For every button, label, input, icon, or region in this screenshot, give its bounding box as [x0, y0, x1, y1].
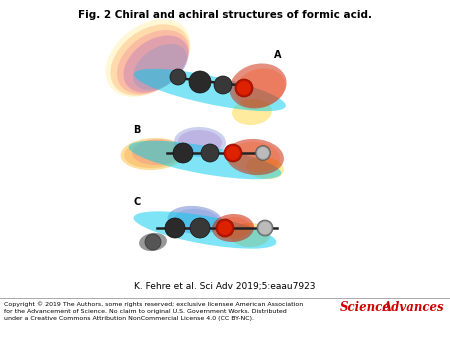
Ellipse shape: [257, 220, 273, 236]
Ellipse shape: [258, 221, 271, 235]
Ellipse shape: [134, 69, 286, 111]
Ellipse shape: [139, 233, 167, 251]
Ellipse shape: [175, 209, 220, 231]
Ellipse shape: [178, 130, 222, 154]
Ellipse shape: [133, 44, 187, 90]
Ellipse shape: [106, 19, 190, 97]
Ellipse shape: [132, 139, 182, 165]
Ellipse shape: [212, 214, 254, 242]
Ellipse shape: [129, 141, 281, 179]
Ellipse shape: [165, 218, 185, 238]
Ellipse shape: [256, 145, 270, 161]
Ellipse shape: [123, 35, 189, 93]
Text: B: B: [133, 125, 141, 135]
Ellipse shape: [190, 218, 210, 238]
Text: Fig. 2 Chiral and achiral structures of formic acid.: Fig. 2 Chiral and achiral structures of …: [78, 10, 372, 20]
Text: Copyright © 2019 The Authors, some rights reserved; exclusive licensee American : Copyright © 2019 The Authors, some right…: [4, 301, 303, 321]
Ellipse shape: [226, 146, 240, 160]
Ellipse shape: [117, 30, 189, 94]
Ellipse shape: [226, 139, 284, 175]
Ellipse shape: [235, 79, 253, 97]
Ellipse shape: [173, 143, 193, 163]
Ellipse shape: [246, 157, 284, 179]
Ellipse shape: [257, 147, 269, 159]
Ellipse shape: [124, 140, 182, 168]
Ellipse shape: [234, 69, 286, 107]
Text: Science: Science: [340, 301, 391, 314]
Ellipse shape: [230, 223, 270, 247]
Ellipse shape: [170, 69, 186, 85]
Text: K. Fehre et al. Sci Adv 2019;5:eaau7923: K. Fehre et al. Sci Adv 2019;5:eaau7923: [134, 282, 316, 290]
Ellipse shape: [230, 142, 280, 172]
Ellipse shape: [224, 144, 242, 162]
Text: C: C: [133, 197, 140, 207]
Ellipse shape: [174, 127, 226, 157]
Ellipse shape: [134, 211, 276, 249]
Ellipse shape: [145, 234, 161, 250]
Text: Advances: Advances: [383, 301, 445, 314]
Ellipse shape: [237, 81, 251, 95]
Ellipse shape: [167, 206, 222, 234]
Ellipse shape: [201, 144, 219, 162]
Text: A: A: [274, 50, 282, 60]
Ellipse shape: [111, 24, 189, 96]
Ellipse shape: [189, 71, 211, 93]
Ellipse shape: [216, 217, 250, 239]
Ellipse shape: [218, 221, 232, 235]
Ellipse shape: [216, 219, 234, 237]
Ellipse shape: [230, 64, 287, 108]
Ellipse shape: [214, 76, 232, 94]
Ellipse shape: [121, 138, 185, 170]
Ellipse shape: [232, 99, 272, 125]
